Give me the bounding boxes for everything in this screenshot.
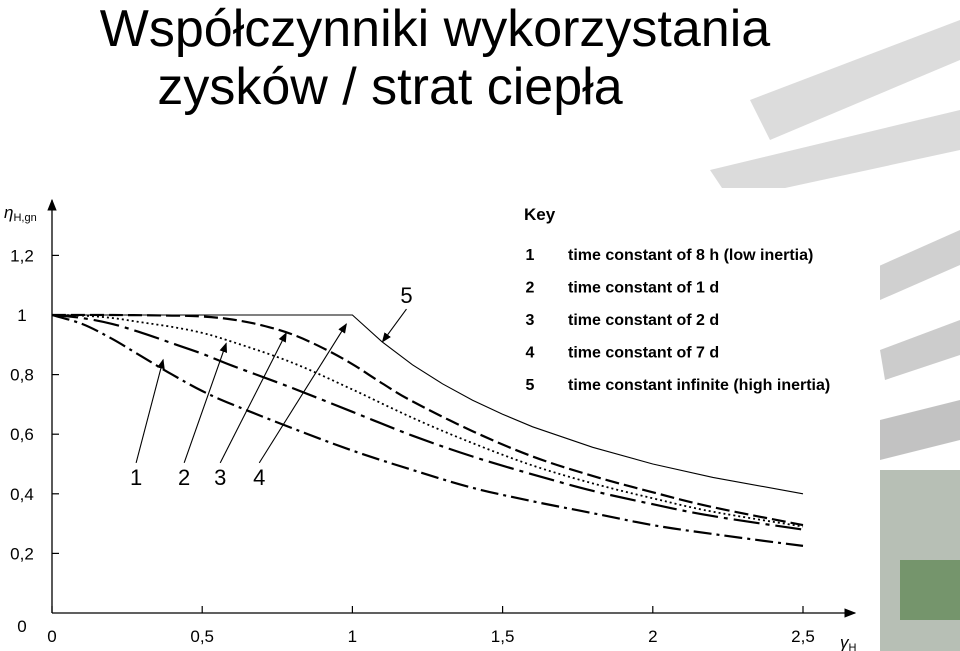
legend-entry-number: 5 [526,377,535,394]
legend-entry-text: time constant of 1 d [568,280,719,297]
legend-entry-text: time constant of 7 d [568,345,719,362]
y-tick-label: 1,2 [10,246,34,265]
x-tick-label: 2,5 [791,627,815,646]
annotation-arrow-5 [381,308,407,343]
y-tick-label: 0,2 [10,544,34,563]
legend-entry-number: 2 [526,280,535,297]
annotation-arrow-1 [135,358,165,463]
legend: Key 1 time constant of 8 h (low inertia) 2 t… [524,205,830,394]
curve-label-5: 5 [400,283,412,308]
legend-title: Key [524,205,556,224]
curve-label-2: 2 [178,465,190,490]
legend-entry-text: time constant of 8 h (low inertia) [568,247,813,264]
annotations-layer: 1 2 3 45 [130,283,413,490]
series-line-4 [51,313,804,527]
slide-title-line-1: Współczynniki wykorzystania [99,0,771,58]
x-tick-label: 1 [348,627,357,646]
legend-entry-number: 4 [526,345,535,362]
series-line-1 [51,313,804,547]
y-tick-label: 0,4 [10,485,34,504]
series-layer [51,313,804,547]
axes: 0 0,5 1 1,5 2 2,5 0 0,2 0,4 0,6 0,8 1 1,2 ηH,gn γH [4,198,857,651]
x-axis-title: γH [840,633,857,651]
annotation-arrow-2 [183,342,228,464]
curve-label-4: 4 [253,465,265,490]
slide-title-line-2: zysków / strat ciepła [157,58,623,116]
x-tick-label: 0,5 [190,627,214,646]
background-decoration [710,20,960,651]
y-axis-title: ηH,gn [4,203,37,224]
slide-title: Współczynniki wykorzystania zysków / str… [0,0,960,116]
legend-entry-number: 1 [526,247,535,264]
legend-entry-number: 3 [526,312,535,329]
legend-entry-text: time constant infinite (high inertia) [568,377,830,394]
y-tick-label: 1 [17,306,26,325]
curve-label-3: 3 [214,465,226,490]
y-tick-label: 0,6 [10,425,34,444]
x-tick-label: 1,5 [491,627,515,646]
curve-label-1: 1 [130,465,142,490]
annotation-arrow-4 [258,323,347,464]
legend-entry-text: time constant of 2 d [568,312,719,329]
series-line-2 [51,313,804,531]
annotation-arrow-3 [219,331,287,464]
x-tick-label: 0 [47,627,56,646]
y-tick-label: 0,8 [10,366,34,385]
x-tick-label: 2 [648,627,657,646]
series-line-5 [52,314,804,495]
y-tick-label: 0 [17,617,26,636]
